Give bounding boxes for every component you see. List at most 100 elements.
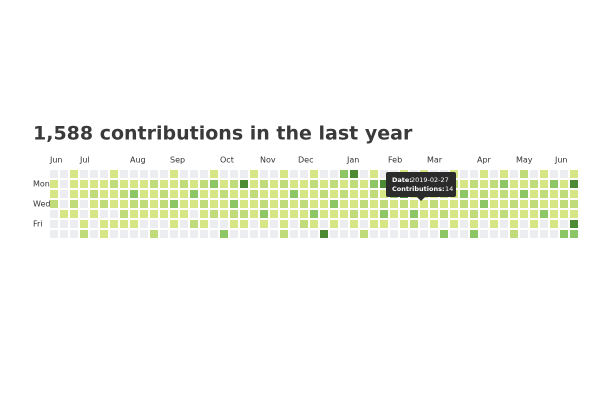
day-cell: [290, 210, 298, 218]
day-cell: [360, 180, 368, 188]
day-cell: [90, 190, 98, 198]
month-label: Jun: [554, 156, 568, 165]
day-cell: [190, 190, 198, 198]
day-label: Mon: [33, 180, 50, 189]
day-cell: [270, 230, 278, 238]
day-cell: [400, 220, 408, 228]
day-cell: [130, 220, 138, 228]
tooltip: Date: 2019-02-27 Contributions: 14: [386, 172, 456, 201]
day-cell: [260, 220, 268, 228]
day-cell: [450, 210, 458, 218]
day-cell: [470, 180, 478, 188]
day-cell: [250, 190, 258, 198]
day-cell: [310, 170, 318, 178]
day-cell: [380, 200, 388, 208]
day-cell: [250, 180, 258, 188]
day-cell: [390, 200, 398, 208]
day-cell: [150, 210, 158, 218]
day-cell: [210, 210, 218, 218]
day-cell: [90, 210, 98, 218]
day-cell: [160, 190, 168, 198]
day-cell: [210, 190, 218, 198]
day-cell: [70, 170, 78, 178]
day-cell: [470, 220, 478, 228]
day-cell: [100, 190, 108, 198]
day-cell: [330, 190, 338, 198]
day-cell: [490, 200, 498, 208]
day-cell: [560, 170, 568, 178]
day-cell: [490, 230, 498, 238]
day-cell: [120, 230, 128, 238]
day-cell: [390, 230, 398, 238]
day-cell: [230, 170, 238, 178]
day-cell: [190, 230, 198, 238]
day-cell: [90, 200, 98, 208]
day-cell: [370, 230, 378, 238]
day-cell: [320, 200, 328, 208]
day-cell: [510, 200, 518, 208]
day-cell: [130, 230, 138, 238]
day-cell: [230, 190, 238, 198]
day-cell: [310, 190, 318, 198]
day-cell: [500, 180, 508, 188]
day-cell: [120, 190, 128, 198]
day-cell: [530, 200, 538, 208]
day-label: Wed: [33, 200, 50, 209]
day-cell: [220, 220, 228, 228]
day-cell: [360, 190, 368, 198]
day-cell: [420, 230, 428, 238]
day-cell: [490, 190, 498, 198]
day-cell: [220, 180, 228, 188]
day-cell: [320, 220, 328, 228]
day-cell: [560, 230, 568, 238]
day-cell: [70, 210, 78, 218]
day-cell: [400, 210, 408, 218]
day-cell: [360, 220, 368, 228]
day-cell: [500, 170, 508, 178]
day-cell: [110, 220, 118, 228]
day-cell: [110, 230, 118, 238]
day-cell: [420, 200, 428, 208]
day-cell: [280, 170, 288, 178]
day-cell: [570, 200, 578, 208]
day-cell: [560, 190, 568, 198]
day-cell: [450, 200, 458, 208]
day-cell: [240, 180, 248, 188]
day-cell: [270, 180, 278, 188]
day-cell: [330, 220, 338, 228]
day-cell: [570, 170, 578, 178]
day-cell: [200, 210, 208, 218]
day-cell: [100, 170, 108, 178]
day-cell: [280, 190, 288, 198]
day-cell: [50, 230, 58, 238]
day-cell: [290, 200, 298, 208]
tooltip-date-label: Date:: [392, 176, 412, 184]
day-cell: [230, 220, 238, 228]
day-cell: [530, 210, 538, 218]
day-cell: [240, 210, 248, 218]
day-cell: [60, 230, 68, 238]
day-cell: [130, 200, 138, 208]
day-cell: [390, 210, 398, 218]
day-cell: [520, 190, 528, 198]
day-cell: [500, 190, 508, 198]
day-cell: [240, 230, 248, 238]
day-cell: [300, 180, 308, 188]
day-cell: [240, 220, 248, 228]
day-cell: [540, 170, 548, 178]
day-cell: [340, 230, 348, 238]
day-cell: [280, 220, 288, 228]
day-cell: [120, 210, 128, 218]
month-label: Aug: [130, 156, 146, 165]
day-cell: [60, 180, 68, 188]
day-cell: [220, 170, 228, 178]
day-cell: [490, 180, 498, 188]
month-label: Jul: [79, 156, 90, 165]
day-cell: [370, 190, 378, 198]
day-cell: [300, 220, 308, 228]
day-cell: [570, 180, 578, 188]
day-cell: [180, 180, 188, 188]
day-cell: [510, 210, 518, 218]
day-cell: [320, 210, 328, 218]
day-cell: [60, 220, 68, 228]
